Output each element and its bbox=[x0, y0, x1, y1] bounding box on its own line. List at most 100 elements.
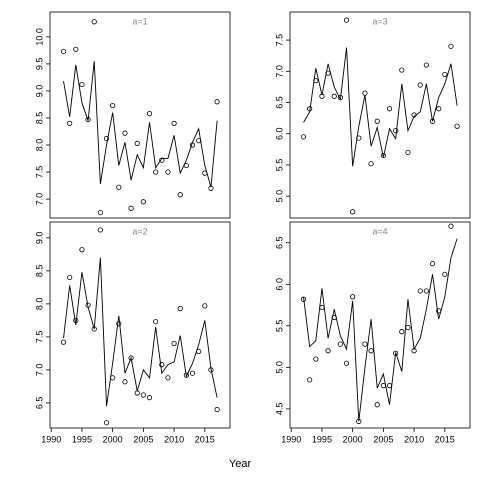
y-tick-label: 5.0 bbox=[274, 190, 284, 203]
data-point bbox=[405, 149, 411, 156]
y-tick-label: 7.5 bbox=[274, 34, 284, 47]
panel-title: a=4 bbox=[372, 226, 387, 236]
data-point bbox=[448, 43, 454, 49]
x-tick-label: 2000 bbox=[343, 434, 363, 444]
x-tick-label: 2005 bbox=[373, 434, 393, 444]
panel-title: a=3 bbox=[372, 16, 387, 26]
panel-frame bbox=[289, 221, 471, 429]
y-tick-label: 5.0 bbox=[274, 361, 284, 374]
x-tick-label: 1990 bbox=[41, 434, 61, 444]
data-line bbox=[63, 257, 218, 407]
y-tick-label: 8.5 bbox=[34, 112, 44, 125]
data-point bbox=[374, 118, 380, 124]
x-tick-label: 1995 bbox=[312, 434, 332, 444]
data-point bbox=[386, 106, 393, 112]
data-point bbox=[214, 406, 220, 413]
y-tick-label: 6.5 bbox=[274, 237, 284, 250]
data-point bbox=[417, 82, 423, 88]
x-tick-label: 2010 bbox=[164, 434, 184, 444]
data-point bbox=[214, 99, 220, 105]
x-tick-label: 2005 bbox=[133, 434, 153, 444]
data-point bbox=[454, 123, 460, 129]
y-tick-label: 6.5 bbox=[274, 96, 284, 109]
data-point bbox=[122, 130, 128, 136]
y-tick-label: 7.0 bbox=[274, 65, 284, 78]
data-point bbox=[374, 402, 380, 408]
data-point bbox=[177, 305, 183, 312]
x-tick-label: 2015 bbox=[435, 434, 455, 444]
y-tick-label: 6.5 bbox=[34, 397, 44, 410]
data-point bbox=[128, 205, 134, 211]
data-line bbox=[63, 61, 218, 188]
data-point bbox=[423, 62, 429, 68]
data-point bbox=[189, 370, 196, 376]
panel-frame bbox=[49, 221, 231, 429]
data-point bbox=[140, 392, 146, 398]
x-tick-label: 2000 bbox=[103, 434, 123, 444]
data-point bbox=[165, 375, 171, 381]
data-point bbox=[350, 209, 356, 215]
data-point bbox=[343, 360, 350, 366]
data-point bbox=[393, 128, 399, 134]
y-tick-label: 9.0 bbox=[34, 232, 44, 245]
data-point bbox=[91, 19, 97, 25]
data-point bbox=[300, 134, 307, 140]
x-tick-label: 2015 bbox=[195, 434, 215, 444]
y-tick-label: 6.0 bbox=[274, 127, 284, 140]
data-point bbox=[362, 341, 368, 347]
y-tick-label: 10.0 bbox=[34, 28, 44, 46]
data-point bbox=[337, 341, 343, 347]
data-point bbox=[171, 340, 177, 347]
data-point bbox=[442, 271, 448, 277]
data-line bbox=[303, 238, 458, 422]
panel-frame bbox=[289, 11, 471, 219]
data-point bbox=[60, 339, 67, 345]
panel-frame bbox=[49, 11, 231, 219]
data-point bbox=[368, 161, 374, 167]
y-tick-label: 8.0 bbox=[34, 298, 44, 311]
x-tick-label: 2010 bbox=[404, 434, 424, 444]
y-tick-label: 6.0 bbox=[274, 278, 284, 291]
data-point bbox=[331, 93, 337, 99]
x-axis-label: Year bbox=[229, 458, 252, 470]
data-point bbox=[67, 274, 73, 281]
y-tick-label: 8.5 bbox=[34, 265, 44, 278]
data-point bbox=[134, 140, 140, 146]
data-point bbox=[153, 169, 159, 175]
data-point bbox=[368, 348, 374, 354]
data-point bbox=[159, 362, 165, 368]
data-point bbox=[423, 288, 429, 294]
data-point bbox=[399, 329, 405, 335]
y-tick-label: 4.5 bbox=[274, 403, 284, 416]
y-tick-label: 5.5 bbox=[274, 159, 284, 172]
y-tick-label: 9.5 bbox=[34, 58, 44, 71]
data-point bbox=[448, 223, 454, 229]
data-point bbox=[97, 227, 103, 233]
data-point bbox=[399, 67, 405, 73]
data-point bbox=[116, 184, 122, 190]
data-line bbox=[303, 47, 458, 167]
x-tick-label: 1995 bbox=[72, 434, 92, 444]
data-point bbox=[202, 303, 208, 309]
data-point bbox=[122, 379, 128, 385]
data-point bbox=[79, 81, 85, 88]
data-point bbox=[307, 377, 313, 383]
y-tick-label: 7.5 bbox=[34, 331, 44, 344]
data-point bbox=[67, 120, 73, 126]
data-point bbox=[436, 106, 442, 112]
data-point bbox=[110, 102, 116, 109]
data-point bbox=[313, 356, 319, 362]
data-point bbox=[146, 111, 153, 117]
data-point bbox=[60, 48, 67, 55]
data-point bbox=[159, 157, 165, 163]
panel-title: a=2 bbox=[132, 226, 147, 236]
data-point bbox=[153, 319, 159, 325]
data-point bbox=[165, 169, 171, 175]
data-point bbox=[97, 209, 103, 216]
data-point bbox=[417, 288, 423, 294]
data-point bbox=[429, 260, 436, 267]
data-point bbox=[116, 321, 122, 327]
data-point bbox=[442, 71, 448, 78]
data-point bbox=[73, 46, 79, 52]
